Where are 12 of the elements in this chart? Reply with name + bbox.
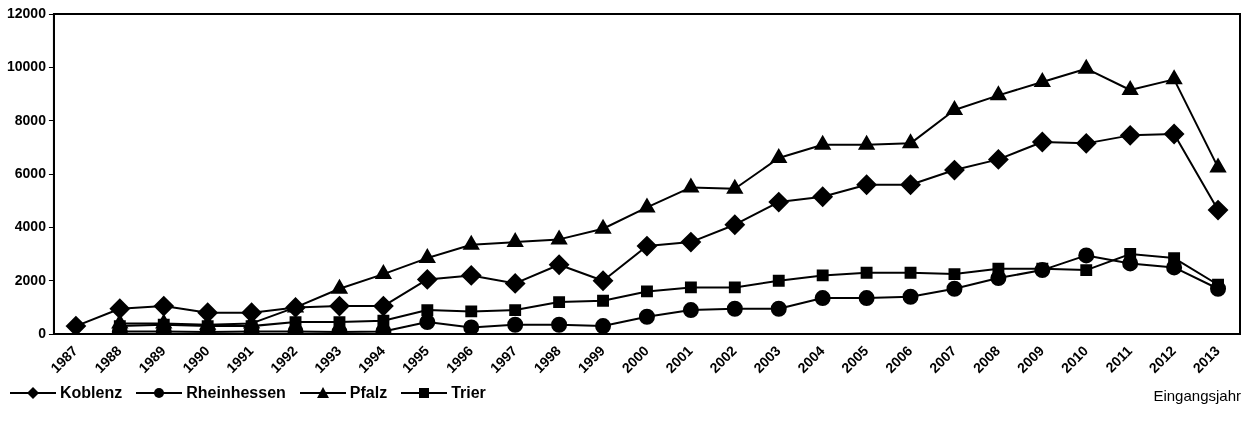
y-tick-label: 0 <box>38 324 47 341</box>
y-tick-label: 2000 <box>14 271 47 288</box>
y-tick-label: 8000 <box>14 111 47 128</box>
legend-label: Trier <box>451 384 486 402</box>
y-tick-label: 6000 <box>14 164 47 181</box>
y-tick-label: 12000 <box>6 4 47 21</box>
y-tick-label: 4000 <box>14 218 47 235</box>
x-axis-title: Eingangsjahr <box>1153 387 1241 404</box>
legend-label: Rheinhessen <box>186 384 286 402</box>
legend-label: Pfalz <box>349 384 388 402</box>
y-tick-label: 10000 <box>6 58 47 75</box>
legend-label: Koblenz <box>60 384 123 402</box>
